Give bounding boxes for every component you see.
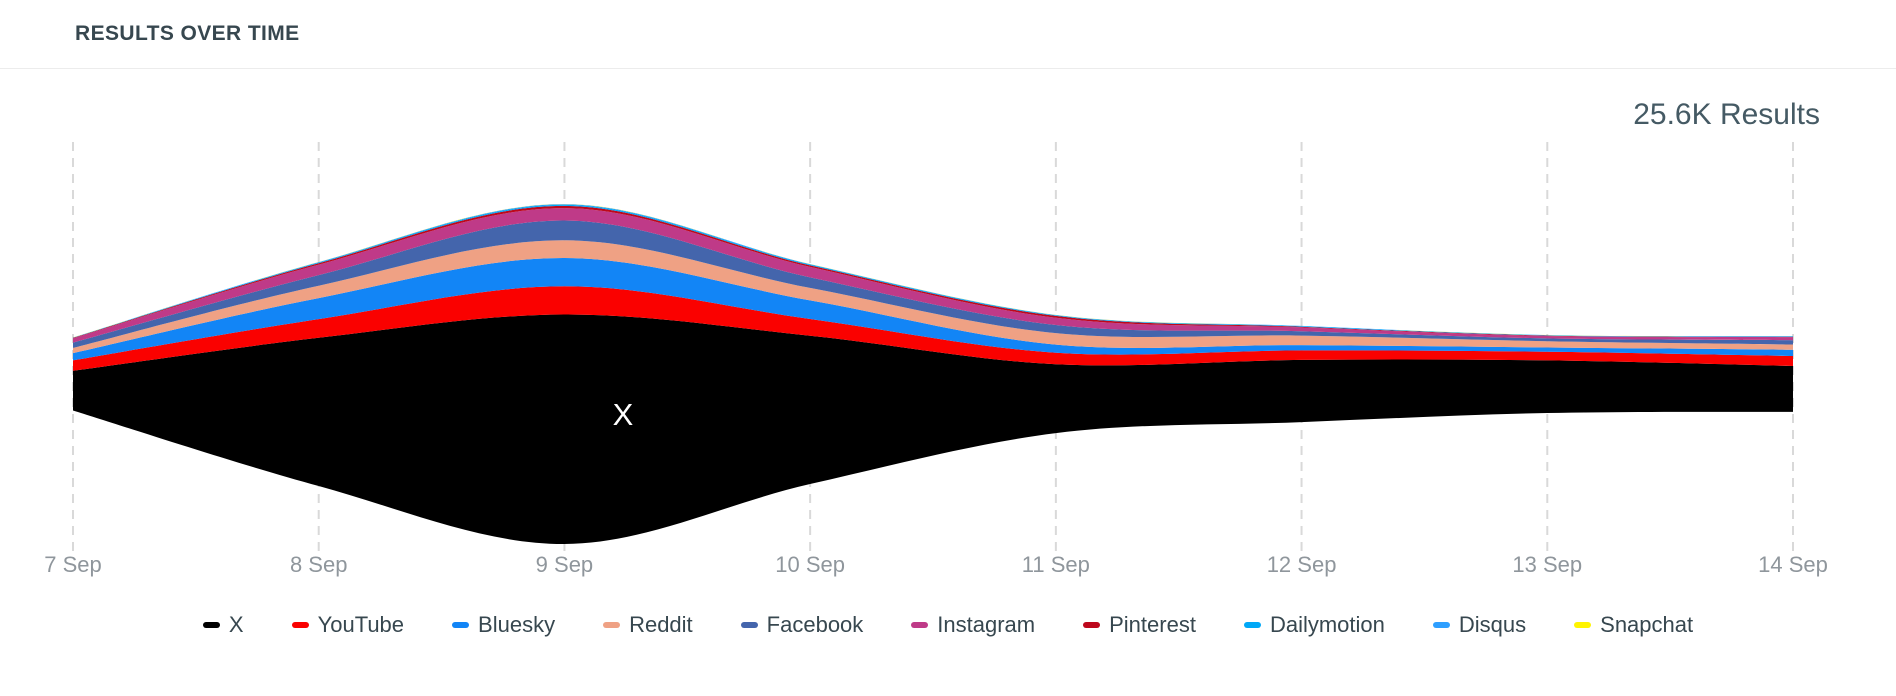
legend-label: Facebook bbox=[766, 612, 864, 637]
chart-legend: X YouTube Bluesky Reddit Facebook Instagram Pi… bbox=[0, 612, 1896, 638]
legend-swatch-icon bbox=[1243, 622, 1261, 628]
legend-item-reddit[interactable]: Reddit bbox=[603, 612, 693, 638]
legend-swatch-icon bbox=[1083, 622, 1101, 628]
x-axis-label: 10 Sep bbox=[775, 552, 846, 577]
panel-header: RESULTS OVER TIME bbox=[0, 0, 1896, 69]
legend-swatch-icon bbox=[603, 622, 621, 628]
legend-item-facebook[interactable]: Facebook bbox=[740, 612, 864, 638]
legend-item-disqus[interactable]: Disqus bbox=[1432, 612, 1527, 638]
legend-swatch-icon bbox=[1432, 622, 1450, 628]
x-axis-label: 9 Sep bbox=[535, 552, 594, 577]
legend-item-bluesky[interactable]: Bluesky bbox=[452, 612, 555, 638]
legend-item-dailymotion[interactable]: Dailymotion bbox=[1243, 612, 1385, 638]
legend-item-pinterest[interactable]: Pinterest bbox=[1083, 612, 1196, 638]
panel-title: RESULTS OVER TIME bbox=[75, 22, 300, 45]
x-axis-label: 12 Sep bbox=[1266, 552, 1337, 577]
legend-item-snapchat[interactable]: Snapchat bbox=[1574, 612, 1693, 638]
legend-item-instagram[interactable]: Instagram bbox=[911, 612, 1035, 638]
legend-swatch-icon bbox=[202, 622, 220, 628]
x-axis-label: 7 Sep bbox=[44, 552, 102, 577]
total-results-annotation: 25.6K Results bbox=[1633, 98, 1820, 131]
stream-band-youtube[interactable] bbox=[73, 286, 1793, 371]
legend-swatch-icon bbox=[291, 622, 309, 628]
legend-swatch-icon bbox=[452, 622, 470, 628]
legend-swatch-icon bbox=[1574, 622, 1592, 628]
legend-label: Snapchat bbox=[1600, 612, 1694, 637]
stream-band-x[interactable] bbox=[73, 314, 1793, 545]
legend-item-x[interactable]: X bbox=[202, 612, 244, 638]
legend-label: Reddit bbox=[629, 612, 693, 637]
x-axis-label: 11 Sep bbox=[1021, 552, 1090, 577]
x-axis-label: 14 Sep bbox=[1758, 552, 1828, 577]
stream-band-bluesky[interactable] bbox=[73, 257, 1793, 361]
x-axis-label: 13 Sep bbox=[1512, 552, 1583, 577]
legend-label: Pinterest bbox=[1109, 612, 1196, 637]
legend-swatch-icon bbox=[740, 622, 758, 628]
x-axis-label: 8 Sep bbox=[289, 552, 348, 577]
legend-label: Dailymotion bbox=[1269, 612, 1385, 637]
legend-swatch-icon bbox=[911, 622, 929, 628]
legend-item-youtube[interactable]: YouTube bbox=[291, 612, 405, 638]
legend-label: X bbox=[228, 612, 244, 637]
legend-label: YouTube bbox=[317, 612, 405, 637]
legend-label: Bluesky bbox=[478, 612, 556, 637]
legend-label: Instagram bbox=[937, 612, 1036, 637]
legend-label: Disqus bbox=[1458, 612, 1527, 637]
